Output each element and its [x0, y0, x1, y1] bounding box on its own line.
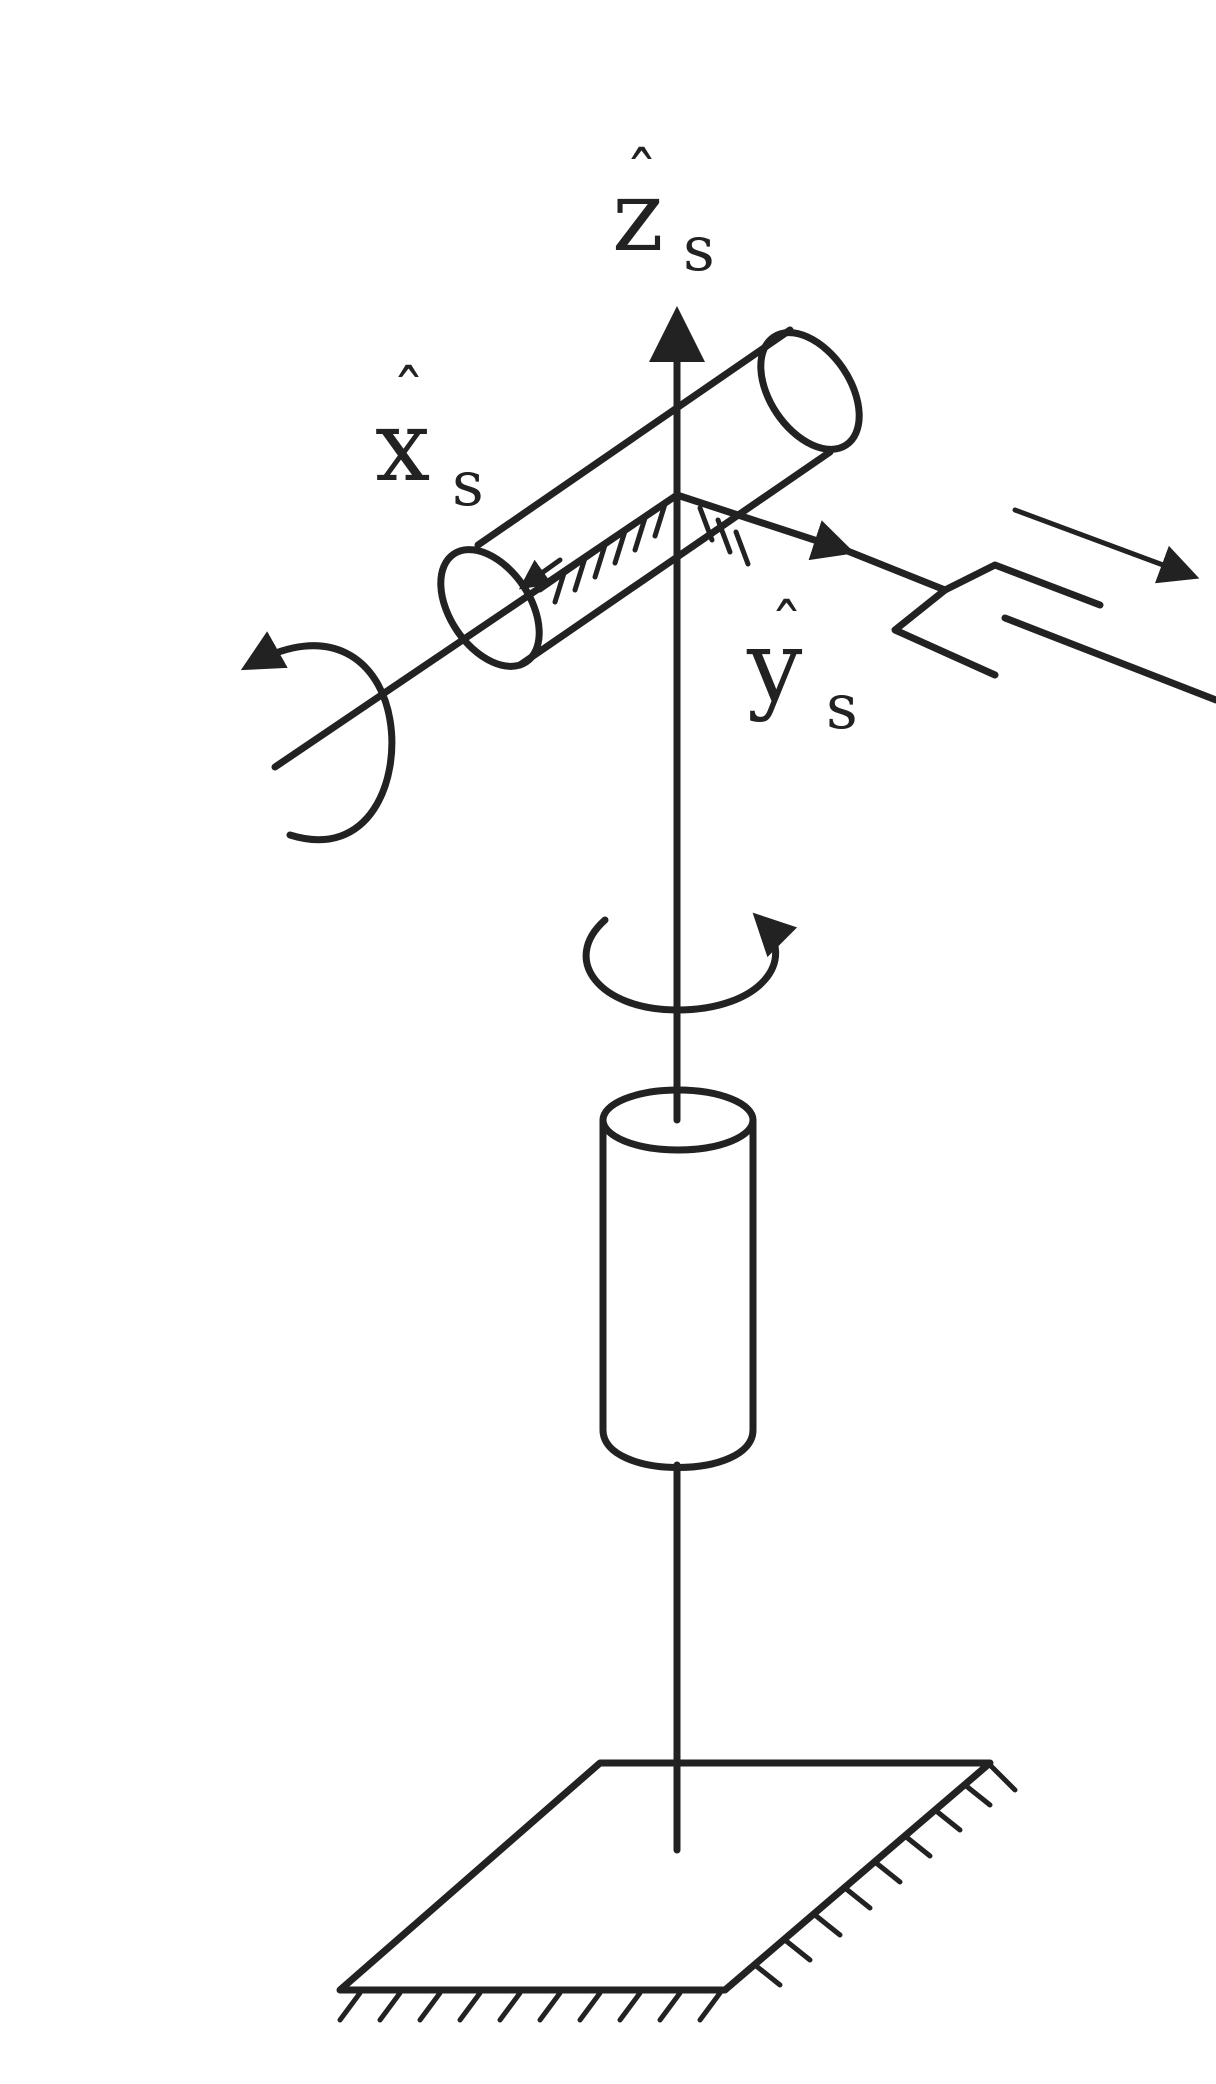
y-axis-line — [673, 491, 855, 561]
vertical-cylinder — [599, 1086, 757, 1471]
x-hat: ˆ — [392, 357, 425, 434]
x-axis-line — [271, 491, 681, 771]
x-axis-label: ˆ x s — [375, 357, 484, 520]
z-subscript: s — [683, 212, 715, 285]
y-axis-label: ˆ y s — [746, 591, 858, 743]
ground-hatching — [337, 1762, 1018, 2023]
prismatic-motion-arrow — [1012, 507, 1200, 584]
z-base: z — [612, 160, 664, 274]
x-axis-arrow — [518, 557, 563, 590]
ground-plate — [336, 1759, 1018, 2023]
prismatic-arm — [841, 546, 949, 594]
gripper — [891, 561, 1216, 704]
z-axis-label: ˆ z s — [612, 139, 715, 285]
x-rotation-arrow — [240, 631, 396, 844]
x-base: x — [375, 390, 430, 504]
z-rotation-arrow — [582, 912, 798, 1014]
horizontal-cylinder — [437, 326, 863, 670]
y-hat: ˆ — [770, 591, 803, 668]
y-subscript: s — [826, 670, 858, 743]
z-hat: ˆ — [625, 139, 658, 216]
x-subscript: s — [452, 447, 484, 520]
y-base: y — [746, 610, 803, 724]
